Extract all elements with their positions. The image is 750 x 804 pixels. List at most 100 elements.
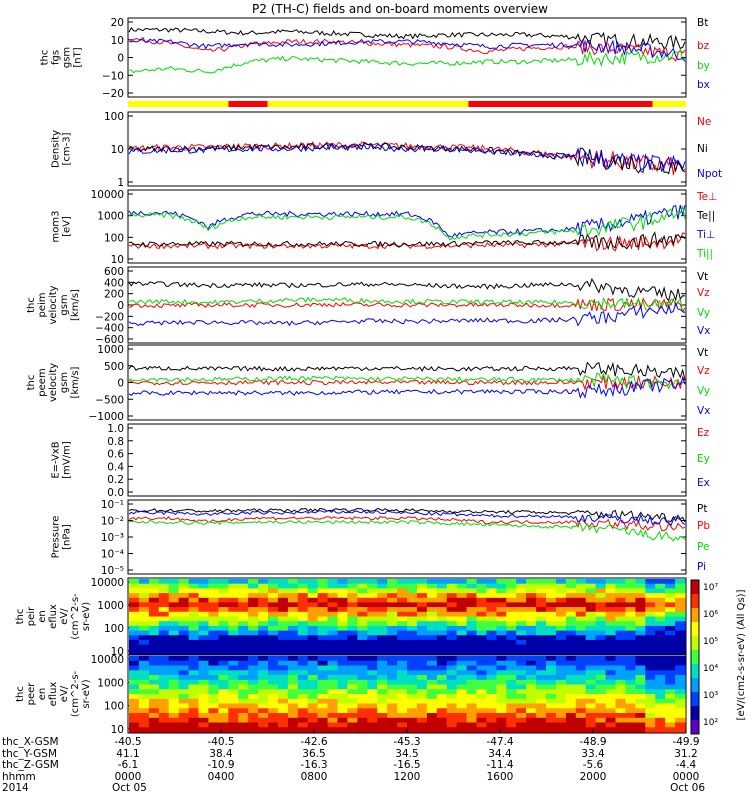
spectrogram-cell (129, 644, 140, 650)
spectrogram-cell (665, 727, 676, 733)
spectrogram-cell (625, 644, 636, 650)
spectrogram-cell (625, 583, 636, 589)
spectrogram-cell (218, 679, 229, 686)
spectrogram-cell (665, 621, 676, 627)
spectrogram-cell (436, 708, 448, 714)
spectrogram-cell (526, 583, 537, 589)
spectrogram-cell (188, 635, 200, 641)
spectrogram-cell (585, 670, 597, 676)
y-tick-label: 100 (104, 232, 124, 244)
spectrogram-cell (377, 708, 388, 714)
spectrogram-cell (397, 611, 408, 618)
y-tick-label: 0.8 (107, 436, 124, 448)
spectrogram-cell (188, 694, 200, 700)
spectrogram-cell (357, 607, 368, 613)
spectrogram-cell (277, 713, 289, 719)
spectrogram-cell (605, 588, 617, 594)
spectrogram-cell (228, 644, 239, 650)
spectrogram-cell (218, 649, 229, 655)
spectrogram-cell (516, 607, 527, 613)
spectrogram-cell (208, 727, 219, 733)
spectrogram-cell (268, 593, 279, 599)
spectrogram-cell (536, 607, 547, 613)
spectrogram-cell (148, 703, 160, 709)
spectrogram-cell (129, 616, 140, 622)
spectrogram-cell (228, 713, 239, 719)
spectrogram-cell (337, 713, 348, 719)
series-line-Vt (128, 277, 686, 302)
spectrogram-cell (268, 670, 279, 676)
spectrogram-cell (138, 679, 150, 686)
spectrogram-cell (565, 607, 577, 613)
spectrogram-cell (138, 602, 150, 608)
spectrogram-cell (327, 597, 339, 604)
spectrogram-cell (168, 607, 180, 613)
spectrogram-cell (665, 602, 676, 608)
spectrogram-cell (655, 644, 666, 650)
spectrogram-cell (516, 625, 527, 632)
spectrogram-cell (129, 675, 140, 681)
spectrogram-cell (456, 649, 468, 655)
spectrogram-cell (665, 644, 676, 650)
spectrogram-cell (347, 602, 358, 608)
spectrogram-cell (436, 616, 448, 622)
spectrogram-cell (456, 708, 468, 714)
spectrogram-cell (367, 630, 378, 636)
spectrogram-cell (138, 644, 150, 650)
spectrogram-cell (436, 583, 448, 589)
spectrogram-cell (357, 644, 368, 650)
spectrogram-cell (347, 722, 358, 728)
spectrogram-cell (397, 593, 408, 599)
spectrogram-cell (655, 684, 666, 690)
panels-layer: 20100−10−20thcfgsgsm[nT]Btbzbybx100101De… (15, 17, 747, 736)
spectrogram-cell (575, 621, 587, 627)
spectrogram-cell (347, 708, 358, 714)
spectrogram-cell (536, 621, 547, 627)
spectrogram-cell (238, 708, 249, 714)
spectrogram-cell (506, 679, 517, 686)
spectrogram-cell (416, 597, 428, 604)
spectrogram-cell (645, 694, 656, 700)
spectrogram-cell (268, 607, 279, 613)
spectrogram-cell (198, 639, 209, 646)
spectrogram-cell (555, 621, 567, 627)
spectrogram-cell (635, 698, 646, 705)
series-line-Vy (128, 372, 686, 390)
spectrogram-cell (367, 635, 378, 641)
spectrogram-cell (188, 579, 200, 585)
spectrogram-cell (407, 621, 418, 627)
spectrogram-cell (605, 722, 617, 728)
spectrogram-cell (605, 649, 617, 655)
spectrogram-cell (416, 583, 428, 589)
spectrogram-cell (407, 708, 418, 714)
spectrogram-cell (506, 684, 517, 690)
spectrogram-cell (456, 675, 468, 681)
spectrogram-cell (456, 602, 468, 608)
spectrogram-cell (327, 579, 339, 585)
time-axis-value: 33.4 (581, 748, 605, 760)
spectrogram-cell (148, 708, 160, 714)
spectrogram-cell (446, 621, 458, 627)
spectrogram-cell (317, 722, 329, 728)
spectrogram-cell (297, 703, 309, 709)
spectrogram-cell (635, 639, 646, 646)
spectrogram-cell (407, 703, 418, 709)
spectrogram-cell (238, 679, 249, 686)
spectrogram-cell (178, 588, 190, 594)
spectrogram-cell (248, 630, 259, 636)
spectrogram-cell (277, 675, 289, 681)
spectrogram-cell (337, 616, 348, 622)
spectrogram-cell (416, 649, 428, 655)
spectrogram-cell (466, 660, 478, 667)
spectrogram-cell (208, 607, 219, 613)
spectrogram-cell (655, 593, 666, 599)
time-axis-value: 31.2 (674, 748, 697, 760)
spectrogram-cell (595, 708, 607, 714)
spectrogram-cell (675, 694, 686, 700)
spectrogram-cell (407, 660, 418, 667)
spectrogram-cell (268, 588, 279, 594)
spectrogram-cell (645, 722, 656, 728)
spectrogram-cell (387, 616, 398, 622)
spectrogram-cell (307, 703, 319, 709)
